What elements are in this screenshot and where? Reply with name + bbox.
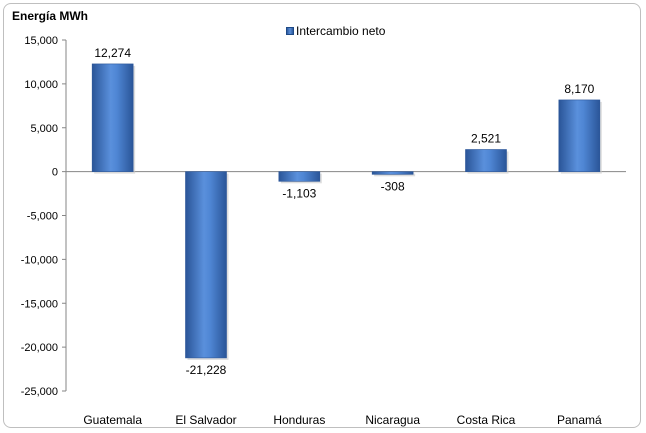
x-tick-label: Costa Rica — [457, 413, 516, 427]
legend: Intercambio neto — [286, 24, 385, 38]
bar-panamá — [558, 99, 601, 172]
bar-el-salvador — [185, 171, 227, 359]
y-axis-label: Energía MWh — [12, 9, 89, 23]
x-tick-label: Nicaragua — [365, 413, 420, 427]
x-tick-label: Panamá — [557, 413, 602, 427]
x-tick-label: Guatemala — [83, 413, 142, 427]
axes: 15,000 10,000 5,000 0 -5,000 -10,000 -15,000 -2… — [21, 35, 626, 398]
y-tick-label: -25,000 — [21, 386, 58, 398]
labels: 12,274 Guatemala -21,228 El Salvador -1,103 H… — [83, 46, 602, 427]
bar-shadow — [374, 173, 416, 177]
y-tick-label: 15,000 — [24, 35, 58, 47]
data-label: -21,228 — [186, 363, 227, 377]
y-tick-label: -20,000 — [21, 342, 58, 354]
y-tick-label: -10,000 — [21, 254, 58, 266]
y-tick-label: 5,000 — [30, 123, 58, 135]
legend-label: Intercambio neto — [296, 24, 386, 38]
bar-guatemala — [91, 63, 134, 172]
data-label: -1,103 — [282, 186, 316, 200]
data-label: -308 — [381, 179, 405, 193]
data-label: 2,521 — [471, 132, 501, 146]
y-tick-label: 0 — [52, 167, 58, 179]
legend-swatch — [286, 27, 294, 35]
y-tick-label: -15,000 — [21, 298, 58, 310]
bar-costa-rica — [465, 149, 507, 172]
bar-honduras — [278, 171, 321, 182]
data-label: 12,274 — [94, 46, 131, 60]
x-tick-label: El Salvador — [175, 413, 236, 427]
y-tick-label: 10,000 — [24, 79, 58, 91]
bars — [91, 63, 602, 360]
bar-nicaragua — [371, 171, 414, 175]
y-tick-label: -5,000 — [27, 211, 58, 223]
x-tick-label: Honduras — [273, 413, 325, 427]
data-label: 8,170 — [564, 82, 594, 96]
